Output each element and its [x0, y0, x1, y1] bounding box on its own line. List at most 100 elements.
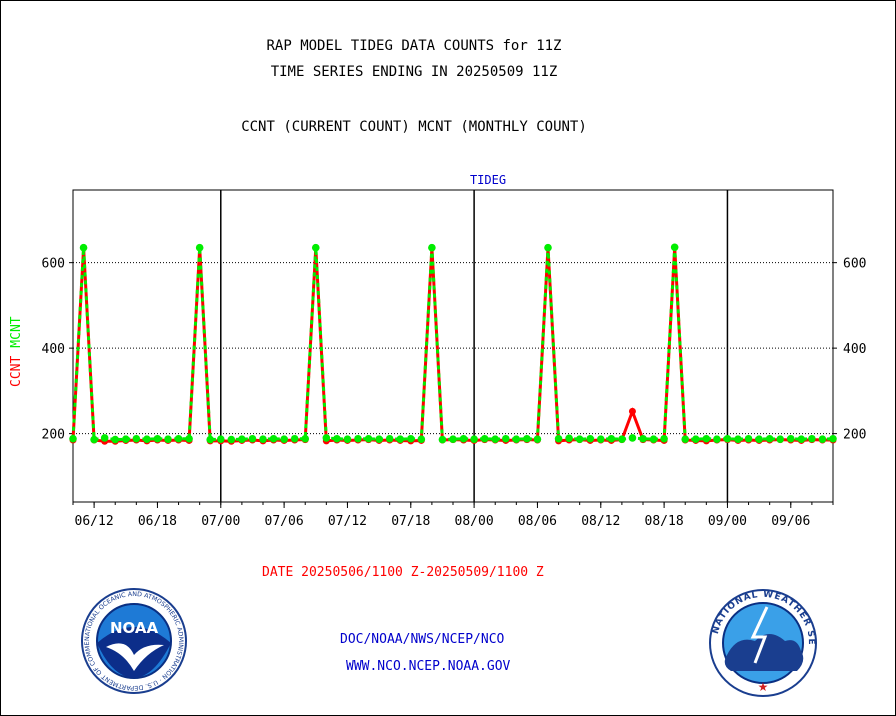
data-point-mcnt	[195, 243, 204, 252]
data-point-mcnt	[470, 435, 478, 443]
data-point-mcnt	[111, 435, 120, 444]
noaa-logo-bird-bg	[97, 627, 171, 678]
data-point-mcnt	[596, 435, 605, 443]
data-point-mcnt	[206, 435, 215, 444]
data-point-mcnt	[143, 435, 151, 443]
website-link[interactable]: WWW.NCO.NCEP.NOAA.GOV	[346, 659, 511, 674]
data-point-mcnt	[681, 435, 690, 443]
data-point-mcnt	[586, 434, 595, 443]
data-point-mcnt	[396, 435, 405, 443]
data-point-mcnt	[185, 434, 193, 443]
data-point-mcnt	[121, 435, 130, 443]
y-tick-label-left-600: 600	[42, 257, 65, 272]
noaa-logo-text: NOAA	[110, 619, 159, 637]
data-point-mcnt	[501, 434, 510, 443]
data-point-mcnt	[670, 243, 679, 252]
y-tick-label-left-200: 200	[42, 428, 65, 443]
data-point-mcnt	[734, 435, 742, 443]
data-point-mcnt	[786, 434, 795, 443]
data-point-mcnt	[174, 434, 183, 443]
data-point-mcnt	[765, 434, 774, 443]
data-point-mcnt	[248, 434, 257, 443]
data-point-mcnt	[227, 435, 236, 444]
data-point-mcnt	[238, 435, 246, 443]
data-point-mcnt	[776, 435, 785, 443]
data-point-mcnt	[554, 434, 563, 443]
x-tick-label-11: 09/06	[771, 514, 810, 529]
x-tick-label-5: 07/18	[391, 514, 430, 529]
data-point-mcnt	[618, 435, 626, 443]
x-tick-label-1: 06/18	[138, 514, 177, 529]
data-point-mcnt	[533, 435, 542, 443]
data-point-mcnt	[90, 435, 98, 444]
data-point-mcnt	[491, 435, 500, 443]
data-point-mcnt	[322, 434, 331, 442]
x-tick-label-10: 09/00	[708, 514, 747, 529]
data-point-mcnt	[301, 434, 310, 443]
data-point-mcnt	[290, 434, 299, 443]
x-tick-label-7: 08/06	[518, 514, 557, 529]
data-point-mcnt	[691, 435, 700, 443]
data-point-mcnt	[428, 243, 436, 252]
nws-logo-lightning	[750, 606, 769, 664]
data-point-mcnt	[628, 434, 637, 442]
data-point-mcnt	[565, 434, 573, 443]
x-tick-label-4: 07/12	[328, 514, 367, 529]
date-range-label: DATE 20250506/1100 Z-20250509/1100 Z	[262, 565, 544, 580]
data-point-mcnt	[639, 434, 647, 443]
data-point-mcnt	[649, 435, 658, 443]
data-point-mcnt	[523, 434, 531, 443]
data-point-mcnt	[829, 434, 837, 443]
data-point-mcnt	[818, 435, 827, 443]
noaa-logo-gull	[106, 643, 164, 671]
data-point-mcnt	[343, 435, 352, 443]
y-tick-label-left-400: 400	[42, 342, 65, 357]
data-point-mcnt	[375, 435, 383, 443]
plot-area	[72, 189, 834, 503]
data-point-mcnt	[512, 435, 521, 443]
chart-title-line3: CCNT (CURRENT COUNT) MCNT (MONTHLY COUNT…	[241, 119, 587, 135]
data-point-mcnt	[755, 435, 763, 443]
data-point-mcnt	[385, 434, 394, 443]
data-point-mcnt	[713, 435, 721, 443]
x-tick-label-0: 06/12	[75, 514, 114, 529]
data-point-mcnt	[100, 434, 109, 442]
x-tick-label-9: 08/18	[645, 514, 684, 529]
data-point-mcnt	[69, 434, 77, 443]
x-tick-label-3: 07/06	[265, 514, 304, 529]
data-point-mcnt	[269, 434, 278, 443]
x-tick-label-8: 08/12	[581, 514, 620, 529]
data-point-mcnt	[216, 435, 225, 443]
y-tick-label-right-200: 200	[843, 428, 866, 443]
data-point-mcnt	[333, 434, 341, 443]
y-label-mcnt: MCNT	[9, 316, 24, 347]
data-point-mcnt	[153, 434, 162, 443]
data-point-mcnt	[808, 434, 816, 443]
data-point-mcnt	[480, 434, 489, 443]
data-point-mcnt	[459, 434, 468, 443]
data-point-mcnt	[354, 434, 362, 443]
chart-title-line2: TIME SERIES ENDING IN 20250509 11Z	[270, 64, 558, 80]
data-point-mcnt	[280, 435, 288, 443]
data-point-mcnt	[797, 435, 806, 443]
data-point-mcnt	[311, 243, 320, 252]
data-point-mcnt	[406, 434, 415, 443]
data-point-mcnt	[660, 434, 668, 443]
data-point-mcnt	[364, 434, 373, 443]
data-point-mcnt	[607, 434, 616, 443]
chart-title-line1: RAP MODEL TIDEG DATA COUNTS for 11Z	[266, 38, 562, 54]
data-point-mcnt	[449, 435, 457, 443]
y-tick-label-right-400: 400	[843, 342, 866, 357]
y-tick-label-right-600: 600	[843, 257, 866, 272]
x-tick-label-2: 07/00	[201, 514, 240, 529]
data-point-mcnt	[79, 243, 88, 252]
data-point-mcnt	[744, 434, 753, 443]
chart-title: TIDEG	[470, 173, 506, 187]
data-point-mcnt	[702, 434, 711, 443]
nws-logo-cloud	[724, 634, 804, 671]
data-point-ccnt	[628, 407, 636, 415]
data-point-mcnt	[723, 434, 732, 443]
data-point-mcnt	[417, 435, 426, 443]
data-point-mcnt	[575, 435, 584, 443]
